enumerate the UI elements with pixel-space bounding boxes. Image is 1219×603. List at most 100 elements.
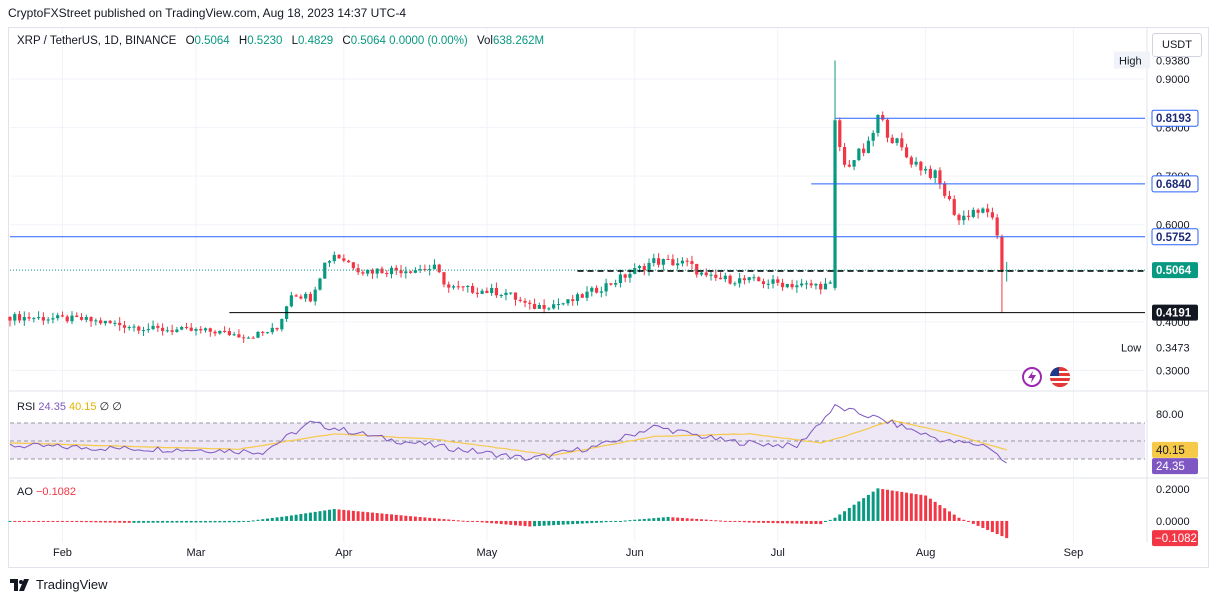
ao-bar [80, 520, 84, 523]
candle-body [890, 137, 894, 143]
candle-body [327, 261, 332, 263]
candle-body [361, 272, 365, 274]
candle-body [556, 303, 561, 305]
ao-bar [776, 520, 780, 524]
candle-body [84, 317, 88, 320]
ao-bar [432, 518, 436, 521]
low-key: L [291, 35, 299, 47]
rsi-ma-tag-label: 40.15 [1156, 445, 1185, 457]
candle-body [1000, 236, 1004, 271]
ao-bar [237, 520, 241, 523]
ao-bar [161, 520, 165, 523]
ao-bar [347, 510, 351, 521]
ao-bar [13, 520, 17, 522]
candle-body [966, 215, 971, 217]
candle-body [690, 261, 694, 264]
candle-body [604, 283, 608, 292]
candle-body [804, 283, 809, 285]
ao-bar [22, 520, 26, 522]
candle-body [809, 283, 813, 286]
ao-bar [514, 520, 518, 526]
ao-bar [928, 498, 932, 521]
candle-body [408, 271, 413, 273]
footer-brand[interactable]: TradingView [10, 577, 108, 592]
ao-bar [165, 520, 169, 523]
ao-bar [714, 520, 718, 522]
ao-bar [394, 514, 398, 521]
candle-body [838, 120, 842, 148]
candle-body [60, 315, 65, 317]
currency-button[interactable]: USDT [1152, 33, 1202, 57]
ao-bar [995, 520, 999, 535]
candle-body [270, 327, 274, 333]
ao-bar [89, 520, 93, 523]
candle-body [223, 330, 227, 332]
candle-body [842, 147, 847, 165]
candle-body [952, 199, 956, 215]
candle-body [971, 209, 975, 217]
candle-body [542, 305, 546, 309]
ao-bar [943, 508, 947, 521]
lightning-icon[interactable] [1022, 367, 1042, 387]
candle-body [876, 114, 880, 133]
candle-body [924, 168, 928, 171]
ao-bar [747, 520, 751, 523]
candle-body [490, 287, 494, 294]
low-value: 0.4829 [298, 35, 334, 47]
ao-bar [18, 520, 22, 522]
ao-bar [680, 517, 684, 521]
candle-body [184, 327, 189, 329]
ao-bar [285, 516, 289, 521]
tradingview-logo-icon [10, 578, 29, 591]
ao-bar [890, 490, 894, 521]
candle-body [580, 294, 584, 298]
ao-bar [27, 520, 31, 522]
level-tag-0.6840 [1151, 175, 1199, 193]
candle-body [647, 262, 651, 271]
candle-body [475, 292, 479, 294]
candle-body [447, 284, 451, 288]
candle-body [56, 315, 60, 319]
candle-body [275, 327, 279, 330]
ao-bar [866, 494, 870, 521]
candle-body [642, 265, 646, 271]
ao-bar [804, 520, 808, 524]
candle-body [904, 147, 909, 158]
low-value: 0.3473 [1156, 342, 1190, 354]
candle-body [189, 327, 193, 331]
candle-body [413, 270, 417, 273]
ao-bar [461, 520, 465, 522]
ao-bar [70, 520, 74, 522]
candle-body [332, 254, 336, 262]
candle-body [199, 329, 203, 331]
ao-bar [967, 520, 971, 522]
candle-body [323, 262, 327, 279]
ao-bar [814, 520, 818, 525]
candle-body [161, 327, 165, 331]
candle-body [537, 305, 541, 309]
candle-body [566, 299, 570, 304]
candle-body [203, 328, 208, 331]
ao-bar [533, 520, 537, 527]
ao-bar [390, 514, 394, 521]
ao-bar [885, 489, 889, 521]
candle-body [785, 283, 789, 288]
us-flag-icon[interactable] [1050, 367, 1070, 387]
candle-body [213, 331, 217, 334]
ao-bar [661, 517, 665, 521]
candle-body [99, 320, 103, 324]
symbol-legend: XRP / TetherUS, 1D, BINANCE O0.5064 H0.5… [17, 35, 544, 47]
candle-body [828, 282, 832, 284]
last-price-label: 0.5064 [1156, 265, 1192, 277]
candle-body [590, 287, 594, 292]
candle-body [518, 299, 522, 301]
volume-key: Vol [476, 35, 493, 47]
candle-body [346, 260, 351, 263]
ao-bar [914, 494, 918, 521]
ao-bar [370, 512, 374, 521]
ao-bar [957, 517, 961, 521]
ao-bar [213, 520, 217, 523]
ao-bar [795, 520, 799, 524]
candle-body [432, 264, 437, 270]
